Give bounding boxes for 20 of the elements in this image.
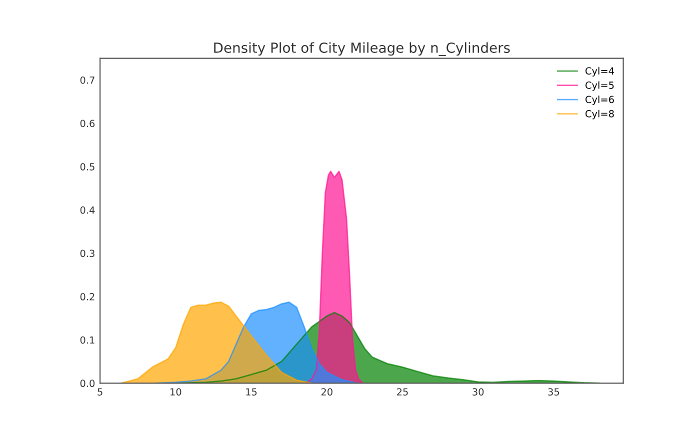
x-tick-label: 25 bbox=[397, 388, 408, 396]
y-tick-label: 0.3 bbox=[80, 250, 94, 258]
y-tick-label: 0.4 bbox=[80, 206, 95, 214]
x-tick-label: 5 bbox=[98, 388, 102, 396]
x-tick-label: 15 bbox=[246, 388, 257, 396]
y-tick-label: 0.2 bbox=[80, 293, 94, 300]
x-tick-label: 35 bbox=[548, 388, 560, 396]
y-tick-label: 0.5 bbox=[80, 163, 94, 170]
legend-label: Cyl=8 bbox=[585, 110, 614, 120]
y-tick-label: 0.1 bbox=[80, 336, 94, 344]
y-tick-label: 0.6 bbox=[80, 120, 95, 128]
x-tick-label: 10 bbox=[170, 388, 182, 396]
legend-label: Cyl=5 bbox=[585, 81, 614, 91]
y-tick-label: 0.7 bbox=[80, 76, 94, 84]
legend-label: Cyl=4 bbox=[585, 67, 614, 76]
chart-title: Density Plot of City Mileage by n_Cylinders bbox=[214, 42, 510, 56]
x-tick-label: 30 bbox=[472, 388, 484, 396]
y-tick-label: 0.0 bbox=[80, 380, 95, 388]
legend-label: Cyl=6 bbox=[585, 96, 614, 106]
x-tick-label: 20 bbox=[321, 388, 332, 396]
